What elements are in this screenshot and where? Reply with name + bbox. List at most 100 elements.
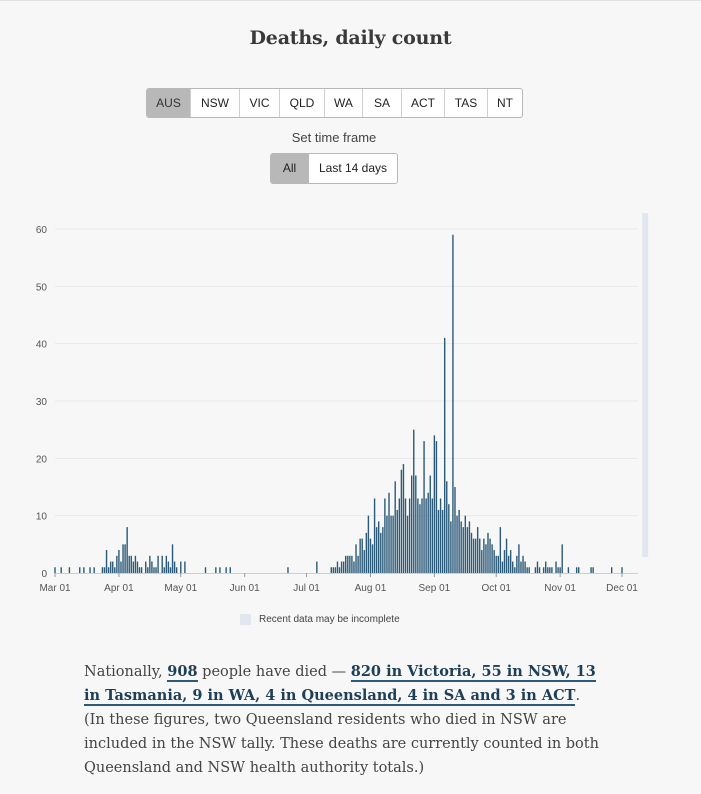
region-button-nt[interactable]: NT: [497, 96, 513, 110]
bar: [105, 550, 108, 573]
bar: [171, 544, 174, 573]
bar: [417, 498, 419, 573]
timeframe-last-14-days-button[interactable]: Last 14 days: [318, 161, 388, 175]
chart-title: Deaths, daily count: [249, 27, 452, 49]
y-tick-label: 30: [36, 397, 48, 408]
bar: [503, 550, 506, 573]
deaths-bar-chart: 0 10 20 30 40 50 60 Mar 01 Apr 01 May 01 Jun 01 Jul…: [36, 213, 649, 594]
bar: [610, 567, 613, 573]
bar: [114, 567, 116, 573]
bar: [485, 544, 487, 573]
bar: [456, 515, 458, 573]
region-button-aus[interactable]: AUS: [147, 89, 191, 117]
bar: [454, 487, 456, 573]
bar: [122, 544, 124, 573]
bar: [229, 567, 231, 573]
bar: [112, 561, 114, 573]
bar: [621, 567, 623, 573]
bar: [184, 561, 186, 573]
chart-legend: Recent data may be incomplete: [240, 614, 400, 625]
bar: [118, 550, 120, 573]
bar: [342, 561, 345, 573]
bar: [126, 527, 128, 573]
bar: [161, 555, 163, 573]
bar: [495, 555, 497, 573]
bar: [394, 481, 396, 573]
bar: [396, 509, 398, 573]
bar: [357, 555, 359, 573]
bar: [120, 561, 122, 573]
bar: [555, 561, 557, 573]
region-button-vic[interactable]: VIC: [240, 89, 280, 117]
bar: [163, 567, 165, 573]
bar: [419, 504, 421, 573]
bar: [390, 515, 392, 573]
bar: [431, 498, 434, 573]
bar: [462, 527, 464, 573]
bar: [347, 555, 349, 573]
state-breakdown-link[interactable]: 820 in Victoria, 55 in NSW, 13 in Tasman…: [84, 663, 596, 706]
bar: [351, 555, 353, 573]
bar: [219, 567, 221, 573]
bar: [157, 555, 159, 573]
total-deaths-link[interactable]: 908: [167, 663, 198, 682]
bar: [165, 555, 168, 573]
bar: [452, 234, 454, 573]
bar: [429, 475, 431, 573]
bar: [363, 550, 365, 573]
region-button-nsw[interactable]: NSW: [191, 89, 240, 117]
bar: [180, 561, 182, 573]
x-tick-label: Jul 01: [293, 583, 320, 594]
bar: [406, 515, 409, 573]
bar: [439, 498, 442, 573]
bar: [402, 464, 405, 573]
timeframe-all-button[interactable]: All: [271, 154, 309, 183]
bar: [557, 567, 559, 573]
bar: [173, 561, 176, 573]
bar: [474, 538, 477, 573]
region-button-wa[interactable]: WA: [325, 89, 363, 117]
bar: [487, 532, 489, 573]
y-tick-label: 20: [36, 454, 48, 465]
bar: [128, 555, 130, 573]
summary-paragraph: Nationally, 908 people have died — 820 i…: [84, 660, 604, 780]
bar: [386, 515, 388, 573]
bar: [167, 561, 170, 573]
bar: [470, 532, 473, 573]
bar: [520, 561, 522, 573]
y-tick-label: 0: [41, 569, 47, 580]
x-tick-label: Nov 01: [544, 583, 576, 594]
region-button-qld[interactable]: QLD: [280, 89, 325, 117]
region-button-sa[interactable]: SA: [363, 89, 402, 117]
bar: [505, 538, 508, 573]
region-button-act[interactable]: ACT: [402, 89, 445, 117]
bar: [134, 555, 137, 573]
bar: [353, 561, 355, 573]
bar: [545, 561, 547, 573]
bar: [446, 481, 448, 573]
bar: [349, 555, 351, 573]
bar: [559, 567, 561, 573]
bar: [140, 567, 143, 573]
region-button-tas[interactable]: TAS: [445, 89, 488, 117]
bar: [138, 567, 141, 573]
bar: [542, 567, 545, 573]
bar: [378, 521, 380, 573]
x-tick-label: Mar 01: [39, 583, 71, 594]
bar: [536, 561, 539, 573]
bar: [413, 429, 415, 573]
bar: [561, 544, 563, 573]
x-tick-label: Jun 01: [230, 583, 260, 594]
bar: [371, 544, 374, 573]
bar: [590, 567, 592, 573]
bar: [509, 550, 512, 573]
region-selector: AUS NSW VIC QLD WA SA ACT TAS NT: [146, 88, 523, 118]
bar: [340, 561, 343, 573]
y-tick-label: 60: [36, 225, 48, 236]
bar: [522, 555, 524, 573]
bar: [479, 538, 481, 573]
bar: [458, 509, 460, 573]
bar: [369, 538, 372, 573]
bar: [538, 567, 541, 573]
bar: [89, 567, 91, 573]
